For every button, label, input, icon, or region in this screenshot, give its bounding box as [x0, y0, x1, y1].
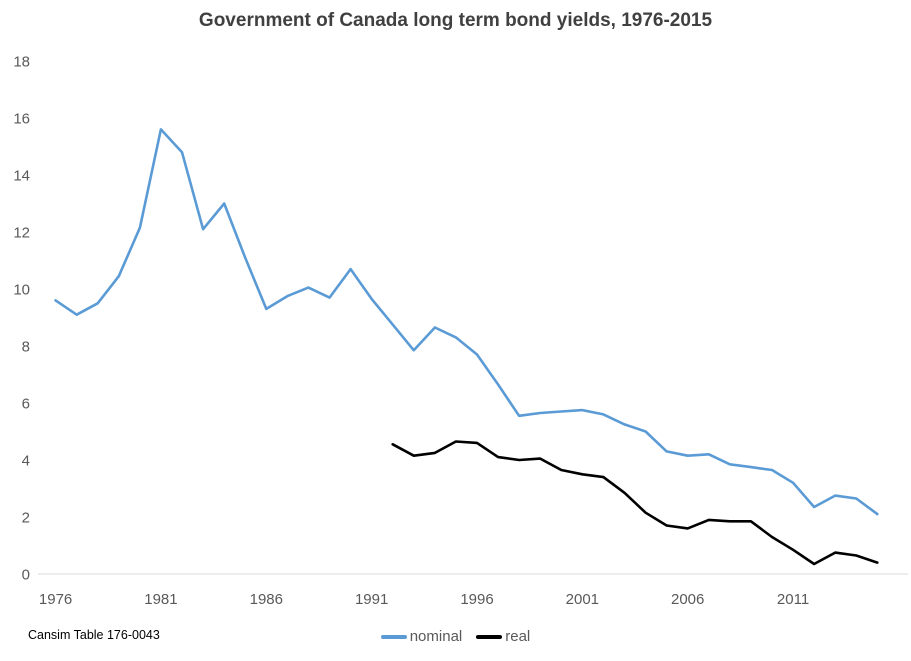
x-axis-tick-label: 2001	[566, 591, 599, 608]
x-axis-tick-label: 2006	[671, 591, 704, 608]
x-axis-tick-label: 1991	[355, 591, 388, 608]
y-axis-tick-label: 14	[13, 168, 30, 185]
x-axis-tick-label: 1986	[250, 591, 283, 608]
x-axis-tick-label: 1976	[39, 591, 72, 608]
x-axis-tick-label: 2011	[777, 591, 809, 608]
nominal-line-swatch-icon	[380, 634, 407, 639]
nominal-line	[54, 128, 879, 516]
y-axis-tick-label: 0	[22, 567, 30, 584]
y-axis-tick-label: 4	[22, 453, 30, 470]
legend-label-nominal: nominal	[409, 628, 463, 645]
chart-title: Government of Canada long term bond yiel…	[198, 10, 713, 31]
legend-item-real: real	[476, 628, 530, 645]
y-axis-tick-label: 18	[13, 54, 30, 71]
y-axis-tick-label: 2	[22, 510, 30, 527]
y-axis-tick-label: 12	[13, 225, 30, 242]
y-axis-tick-label: 10	[13, 282, 30, 299]
legend-item-nominal: nominal	[380, 628, 463, 645]
legend-label-real: real	[505, 628, 531, 645]
y-axis-tick-label: 6	[22, 396, 30, 413]
legend: nominal real	[0, 628, 911, 645]
real-line	[391, 440, 879, 566]
x-axis-tick-label: 1996	[460, 591, 493, 608]
x-axis-tick-label: 1981	[144, 591, 177, 608]
real-line-swatch-icon	[476, 634, 503, 639]
y-axis-tick-label: 16	[13, 111, 30, 128]
y-axis-tick-label: 8	[22, 339, 30, 356]
source-note: Cansim Table 176-0043	[28, 628, 160, 642]
